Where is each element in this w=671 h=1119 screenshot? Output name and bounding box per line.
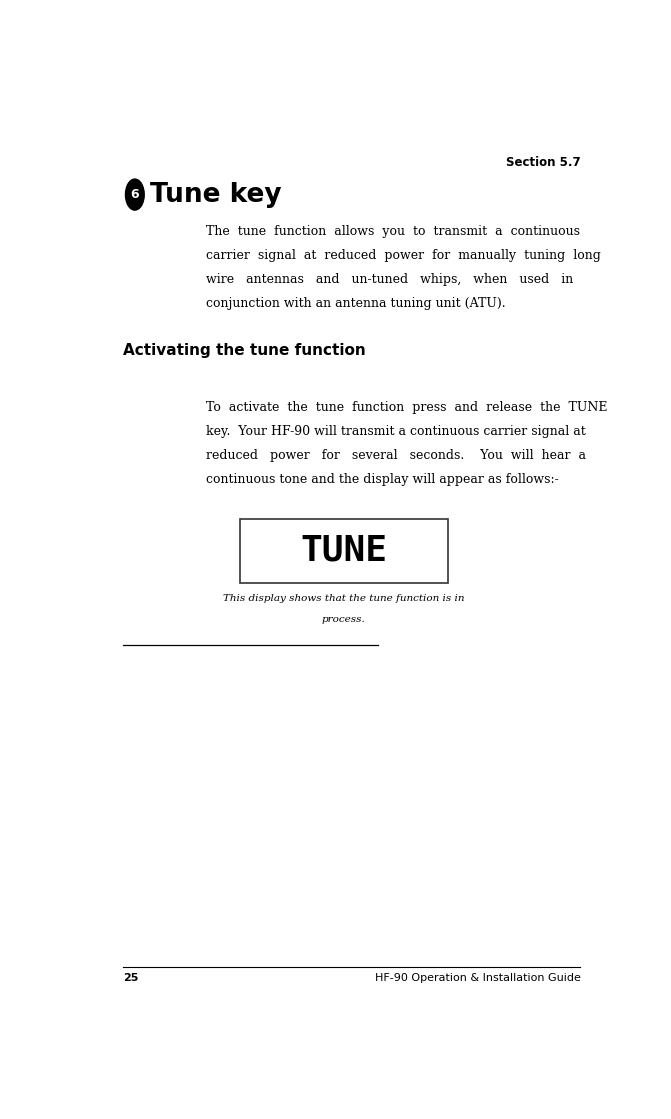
Text: key.  Your HF-90 will transmit a continuous carrier signal at: key. Your HF-90 will transmit a continuo… xyxy=(206,424,586,438)
Text: conjunction with an antenna tuning unit (ATU).: conjunction with an antenna tuning unit … xyxy=(206,298,506,310)
FancyBboxPatch shape xyxy=(240,518,448,583)
Text: This display shows that the tune function is in: This display shows that the tune functio… xyxy=(223,593,464,602)
Text: Activating the tune function: Activating the tune function xyxy=(123,342,366,358)
Text: carrier  signal  at  reduced  power  for  manually  tuning  long: carrier signal at reduced power for manu… xyxy=(206,248,601,262)
Text: reduced   power   for   several   seconds.    You  will  hear  a: reduced power for several seconds. You w… xyxy=(206,449,586,462)
Text: TUNE: TUNE xyxy=(301,534,387,567)
Text: HF-90 Operation & Installation Guide: HF-90 Operation & Installation Guide xyxy=(374,972,580,982)
Text: Section 5.7: Section 5.7 xyxy=(506,156,580,169)
Circle shape xyxy=(125,179,144,210)
Text: 25: 25 xyxy=(123,972,138,982)
Text: Tune key: Tune key xyxy=(150,181,282,208)
Text: wire   antennas   and   un-tuned   whips,   when   used   in: wire antennas and un-tuned whips, when u… xyxy=(206,273,573,286)
Text: 6: 6 xyxy=(131,188,139,201)
Text: process.: process. xyxy=(322,615,366,624)
Text: continuous tone and the display will appear as follows:-: continuous tone and the display will app… xyxy=(206,473,559,486)
Text: To  activate  the  tune  function  press  and  release  the  TUNE: To activate the tune function press and … xyxy=(206,401,607,414)
Text: The  tune  function  allows  you  to  transmit  a  continuous: The tune function allows you to transmit… xyxy=(206,225,580,237)
